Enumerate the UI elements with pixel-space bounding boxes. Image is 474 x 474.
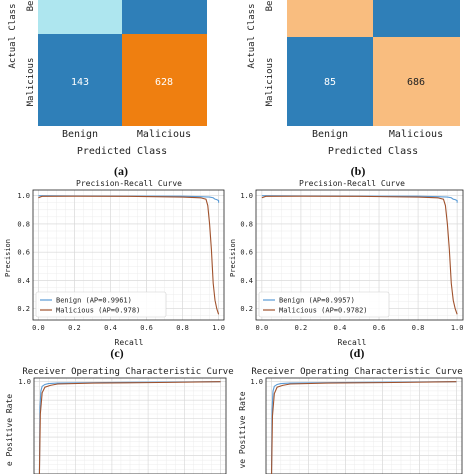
legend-label: Benign (AP=0.9957)	[279, 297, 355, 305]
y-tick-label: 1.0	[18, 378, 31, 386]
series-line	[38, 381, 221, 474]
x-axis-label: Recall	[338, 338, 367, 347]
series-line	[271, 381, 457, 474]
y-axis-label: e Positive Rate	[5, 394, 14, 466]
x-tick-label: 0.6	[373, 324, 386, 332]
legend-label: Malicious (AP=0.978)	[56, 307, 140, 315]
x-tick-label: 0.4	[334, 324, 347, 332]
cm-cell-value: 85	[324, 77, 336, 88]
chart-title: Receiver Operating Characteristic Curve	[22, 367, 233, 377]
y-axis-label: Actual Class	[247, 3, 257, 68]
plot-frame	[32, 189, 225, 321]
plot-frame	[265, 377, 463, 474]
y-tick-label: 0.2	[17, 305, 30, 313]
y-tick-label: Be	[265, 1, 275, 12]
y-tick-label: 0.4	[17, 277, 30, 285]
x-tick-label: Benign	[312, 129, 348, 140]
legend-label: Benign (AP=0.9961)	[56, 297, 132, 305]
series-line	[38, 195, 220, 315]
legend-box	[35, 291, 167, 318]
y-axis-label: Precision	[4, 239, 12, 277]
y-tick-label: 0.6	[240, 249, 253, 257]
confusion-matrix-b: 85 686 Benign Malicious Predicted Class …	[247, 0, 460, 178]
plot-frame	[33, 377, 227, 474]
chart-title: Receiver Operating Characteristic Curve	[251, 367, 462, 377]
chart-title: Precision-Recall Curve	[299, 179, 405, 188]
cm-cell	[122, 34, 207, 126]
y-axis-label: Actual Class	[8, 3, 18, 68]
x-tick-label: 0.2	[68, 324, 81, 332]
x-tick-label: 0.6	[140, 324, 153, 332]
panel-label: (b)	[351, 164, 366, 178]
confusion-matrix-a: 143 628 Benign Malicious Predicted Class…	[8, 0, 207, 178]
x-tick-label: Benign	[62, 129, 98, 140]
y-tick-label: 1.0	[240, 192, 253, 200]
cm-cell-value: 628	[155, 77, 173, 88]
panel-label: (c)	[110, 346, 123, 360]
x-tick-label: 0.8	[412, 324, 425, 332]
x-tick-label: 0.2	[295, 324, 308, 332]
y-tick-label: Malicious	[265, 58, 275, 107]
y-tick-label: 0.4	[240, 277, 253, 285]
cm-cell	[287, 37, 373, 126]
plot-frame	[255, 189, 464, 321]
x-tick-label: Malicious	[137, 129, 191, 140]
pr-curve-d: Precision-Recall Curve Recall Precision …	[229, 179, 463, 360]
chart-title: Precision-Recall Curve	[76, 179, 182, 188]
x-tick-label: Malicious	[389, 129, 443, 140]
cm-cell	[38, 0, 122, 34]
x-tick-label: 0.0	[256, 324, 269, 332]
x-tick-label: 0.4	[104, 324, 117, 332]
y-tick-label: 0.2	[240, 305, 253, 313]
pr-curve-c: Precision-Recall Curve Recall Precision …	[4, 179, 225, 360]
y-tick-label: Be	[26, 1, 36, 12]
cm-cell-value: 143	[71, 77, 89, 88]
cm-cell	[373, 0, 460, 37]
panel-label: (a)	[114, 164, 128, 178]
x-tick-label: 0.0	[32, 324, 45, 332]
x-axis-label: Predicted Class	[77, 146, 167, 157]
y-axis-label: ve Positive Rate	[238, 391, 247, 468]
legend-box	[258, 291, 390, 318]
y-tick-label: Malicious	[26, 58, 36, 107]
legend-label: Malicious (AP=0.9782)	[279, 307, 368, 315]
panel-label: (d)	[350, 346, 365, 360]
y-tick-label: 0.8	[240, 220, 253, 228]
x-axis-label: Predicted Class	[328, 146, 418, 157]
roc-curve-right: Receiver Operating Characteristic Curve …	[238, 367, 463, 474]
cm-cell	[373, 37, 460, 126]
x-axis-label: Recall	[115, 338, 144, 347]
x-tick-label: 1.0	[451, 324, 464, 332]
cm-cell	[38, 34, 122, 126]
roc-curve-left: Receiver Operating Characteristic Curve …	[5, 367, 234, 474]
x-tick-label: 0.8	[176, 324, 189, 332]
y-tick-label: 1.0	[250, 378, 263, 386]
y-tick-label: 1.0	[17, 192, 30, 200]
y-tick-label: 0.6	[17, 249, 30, 257]
cm-cell	[287, 0, 373, 37]
y-tick-label: 0.8	[17, 220, 30, 228]
cm-cell	[122, 0, 207, 34]
x-tick-label: 1.0	[212, 324, 225, 332]
cm-cell-value: 686	[407, 77, 425, 88]
series-line	[261, 195, 458, 315]
y-axis-label: Precision	[229, 239, 237, 277]
